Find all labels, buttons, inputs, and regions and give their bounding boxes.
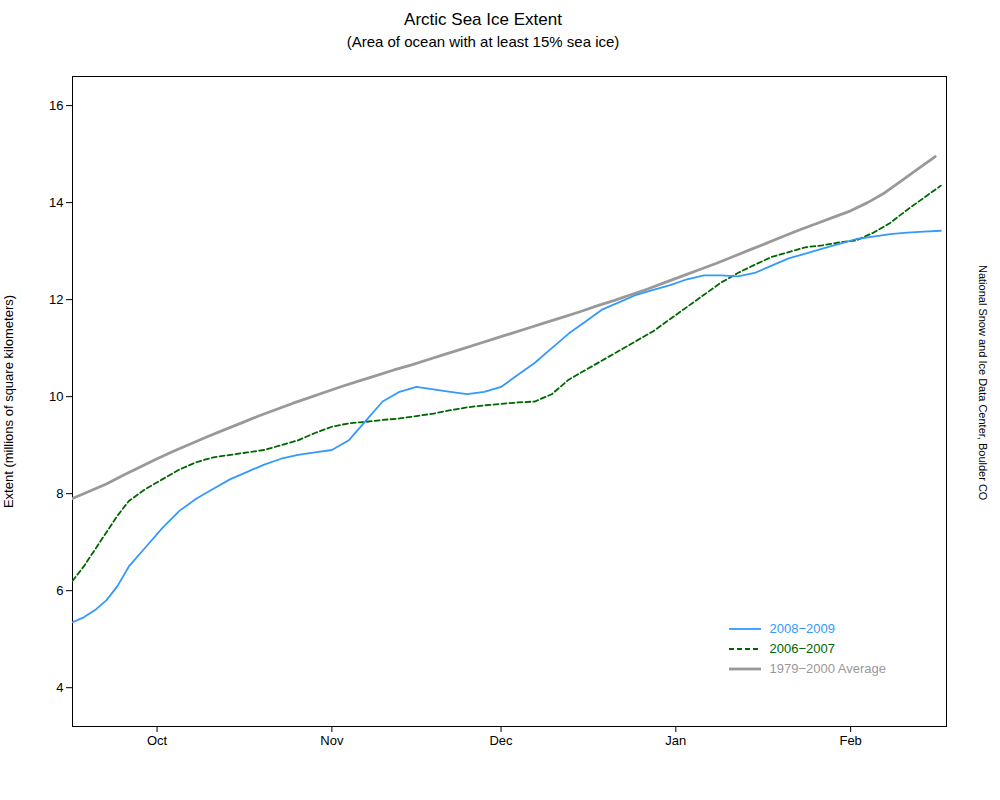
html-text:(Area of ocean with at least 1: (Area of ocean with at least 15% sea ice… <box>346 33 620 50</box>
html-text:National Snow and Ice Data Cen: National Snow and Ice Data Center, Bould… <box>977 265 989 501</box>
html-text:1979−2000 Average: 1979−2000 Average <box>769 661 886 676</box>
svg-text:Oct: Oct <box>147 733 168 748</box>
svg-text:Jan: Jan <box>665 733 686 748</box>
svg-text:10: 10 <box>49 389 63 404</box>
svg-text:Extent (millions of square kil: Extent (millions of square kilometers) <box>1 295 16 508</box>
svg-text:4: 4 <box>56 680 63 695</box>
svg-text:14: 14 <box>49 195 63 210</box>
svg-text:Dec: Dec <box>489 733 513 748</box>
html-text:Arctic Sea Ice Extent: Arctic Sea Ice Extent <box>404 10 562 29</box>
html-text:2008−2009: 2008−2009 <box>769 621 835 636</box>
svg-text:16: 16 <box>49 98 63 113</box>
html-text:2006−2007: 2006−2007 <box>769 641 835 656</box>
svg-text:Nov: Nov <box>320 733 344 748</box>
svg-text:Feb: Feb <box>839 733 861 748</box>
svg-text:8: 8 <box>56 486 63 501</box>
svg-text:6: 6 <box>56 583 63 598</box>
svg-text:12: 12 <box>49 292 63 307</box>
